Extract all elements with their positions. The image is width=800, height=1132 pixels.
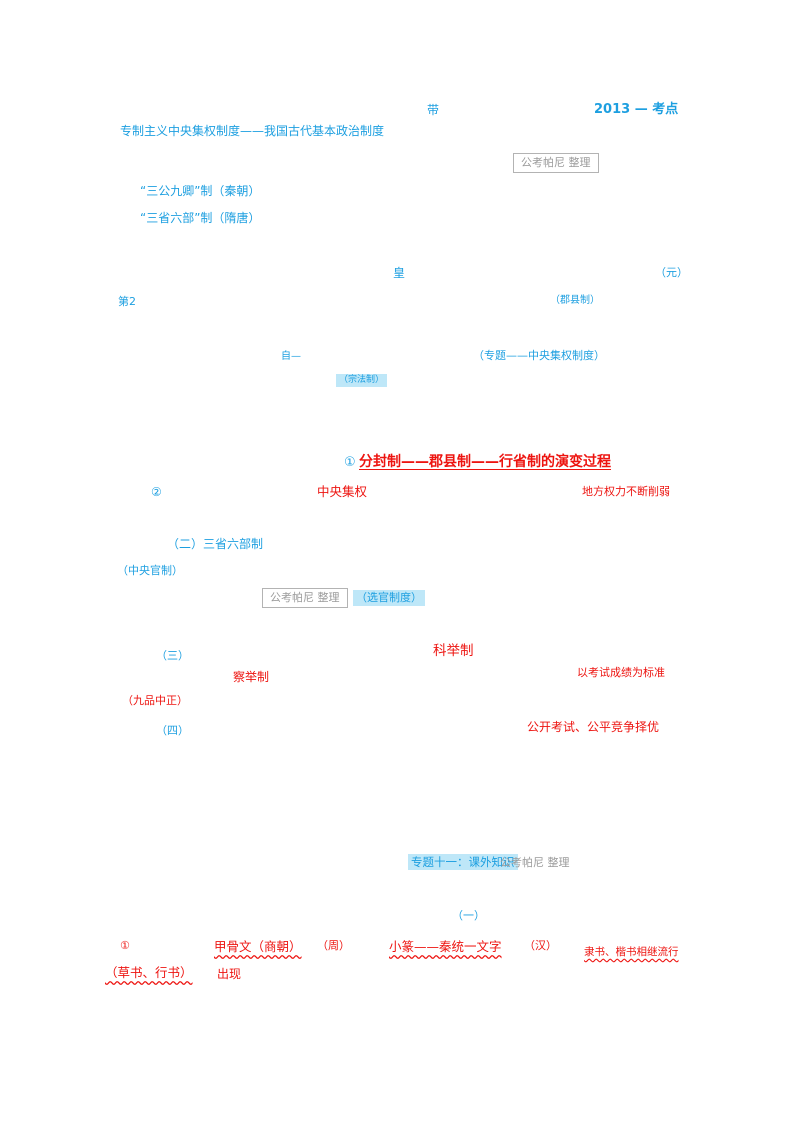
keypoint-heading: 分封制——郡县制——行省制的演变过程 (359, 454, 611, 470)
section3-label: （三） (156, 649, 189, 662)
note-zongfa-highlight: （宗法制） (336, 374, 388, 388)
section4-answer: 公开考试、公平竞争择优 (527, 720, 660, 734)
note-yuan: （元） (655, 266, 688, 279)
bottom-term-2: 小篆——秦统一文字 (389, 939, 502, 954)
bottom-term-1: 甲骨文（商朝） (214, 939, 302, 954)
quote-line-1: “三公九卿”制（秦朝） (140, 184, 261, 198)
keypoint-marker: ① (344, 455, 356, 470)
section2-sub-label: （中央官制） (117, 564, 183, 577)
intro-line: 专制主义中央集权制度——我国古代基本政治制度 (120, 124, 385, 138)
note-number: 第2 (118, 295, 136, 308)
note-huang: 皇 (393, 266, 406, 280)
keypoint-answer-left: 中央集权 (317, 484, 368, 499)
section2-label: （二）三省六部制 (167, 537, 264, 551)
section3-answer-right: 以考试成绩为标准 (577, 666, 665, 679)
bottom-term-tail: 出现 (217, 967, 242, 981)
section3-title: 科举制 (433, 643, 474, 659)
note-topic: （专题——中央集权制度） (473, 349, 605, 362)
section4-label: （四） (156, 724, 189, 737)
bottom-item-number: ① (120, 939, 130, 952)
bottom-separator-2: （汉） (524, 939, 557, 952)
bottom-separator-1: （周） (317, 939, 350, 952)
topic11-section-label: （一） (452, 909, 485, 922)
watermark-stamp-1: 公考帕尼 整理 (513, 153, 599, 173)
topic11-title: 专题十一：课外知识 (408, 854, 518, 871)
keypoint-answer-right: 地方权力不断削弱 (582, 485, 670, 498)
header-mark: 带 (427, 103, 440, 117)
note-zi: 自— (281, 351, 301, 362)
bottom-term-3: 隶书、楷书相继流行 (584, 946, 679, 958)
watermark-stamp-2: 公考帕尼 整理 (262, 588, 348, 608)
section3-sub-label: （九品中正） (122, 694, 188, 707)
section3-answer-left: 察举制 (233, 670, 270, 684)
keypoint-marker-2: ② (151, 485, 162, 499)
header-title: 2013 — 考点 (594, 102, 679, 117)
watermark-stamp-3: 公考帕尼 整理 (500, 856, 570, 869)
section2-highlight: （选官制度） (353, 590, 425, 606)
note-junxian: （郡县制） (550, 295, 600, 306)
quote-line-2: “三省六部”制（隋唐） (140, 211, 261, 225)
bottom-term-4: （草书、行书） (105, 965, 193, 980)
